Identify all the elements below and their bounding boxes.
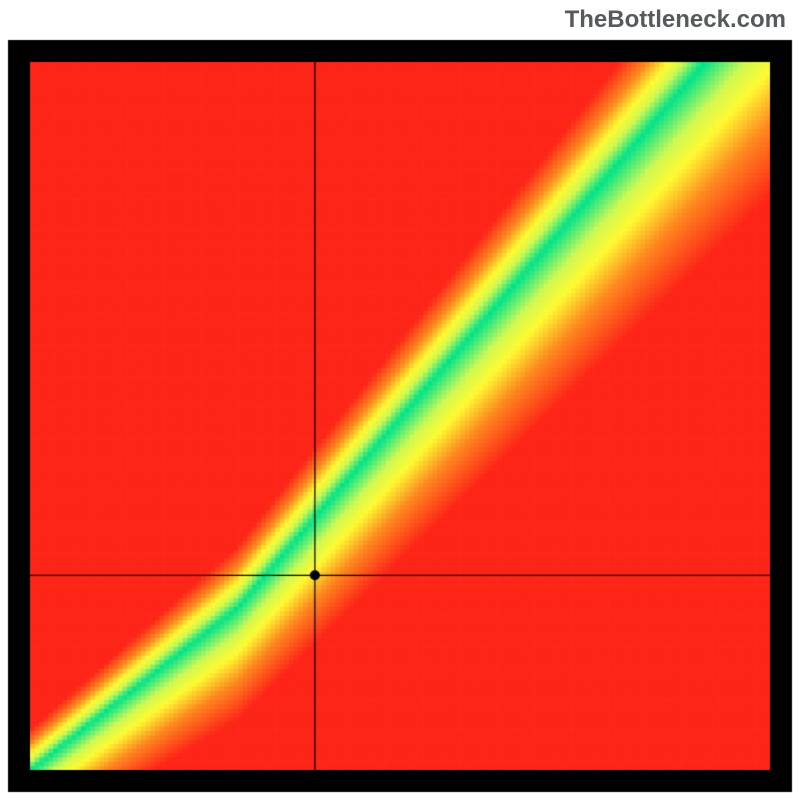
watermark-text: TheBottleneck.com [565, 6, 786, 34]
bottleneck-heatmap [0, 0, 800, 800]
